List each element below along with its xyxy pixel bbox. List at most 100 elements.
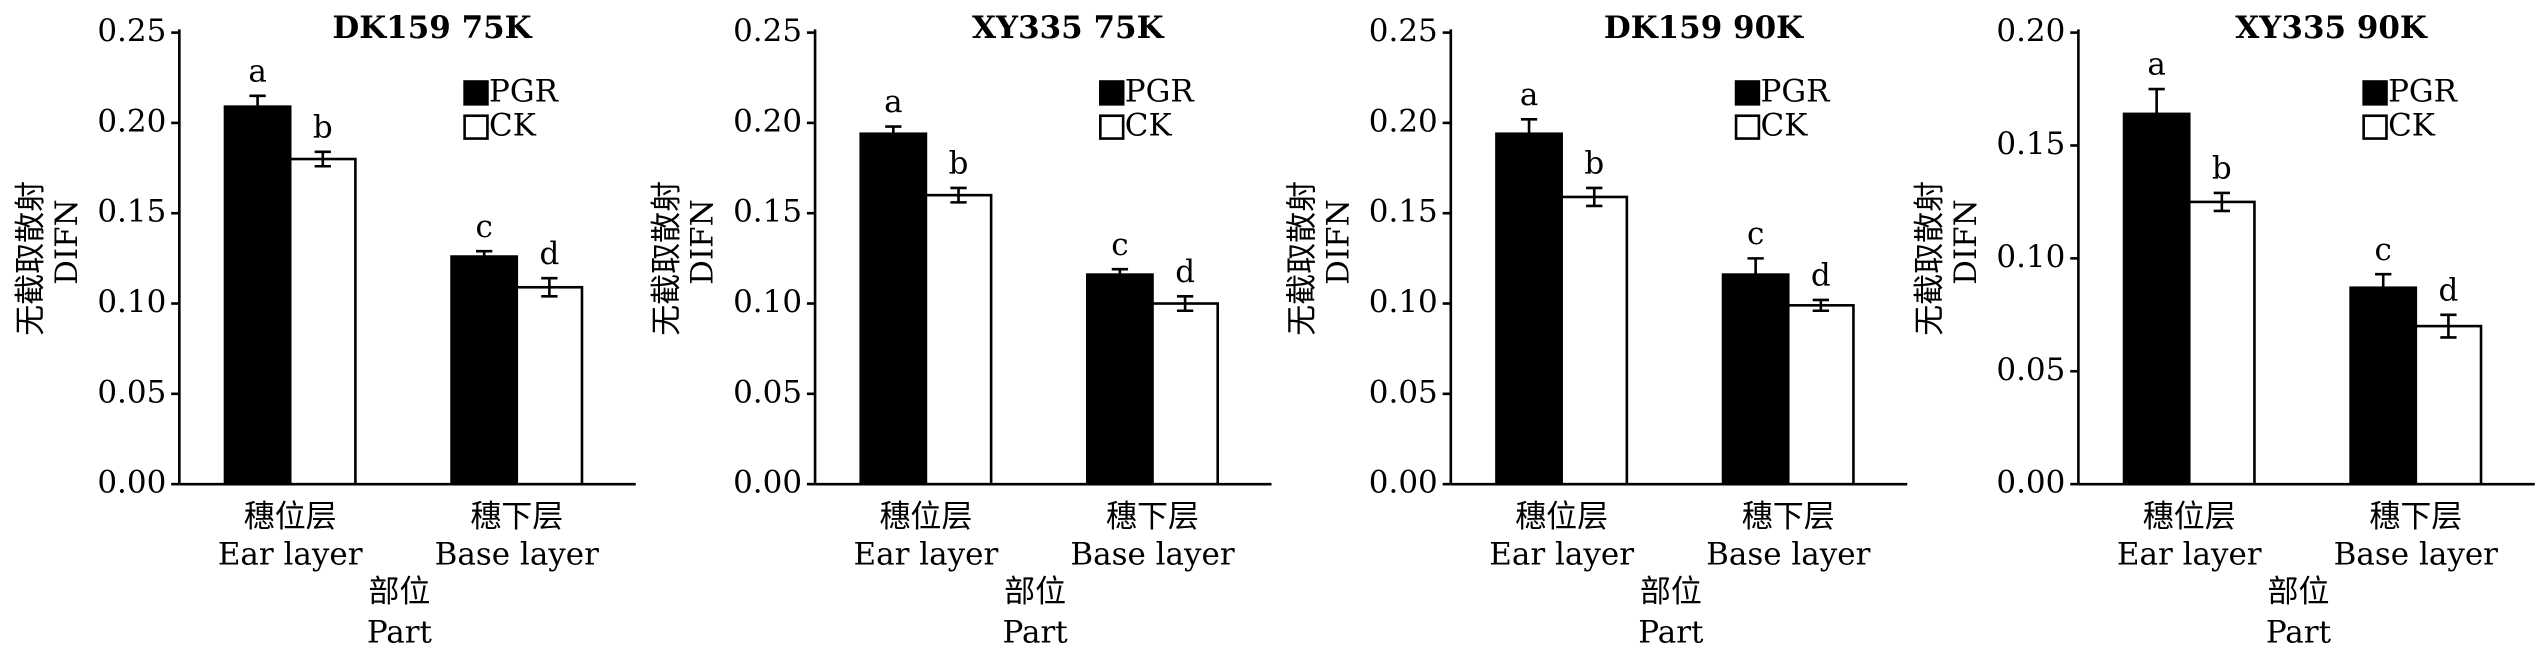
legend-swatch (1099, 114, 1125, 140)
x-axis-label-en: Part (367, 615, 433, 651)
chart-panel: DK159 75K 0.00 0.05 0.10 0.15 0.20 0.25 无截取散射 DI… (13, 10, 636, 651)
bar (1721, 273, 1790, 486)
legend-swatch (1734, 80, 1761, 106)
legend-swatch (463, 80, 489, 106)
x-tick-label: 穗下层 (1106, 499, 1199, 535)
x-tick-label-en: Base layer (1706, 536, 1870, 572)
y-tick-label: 0.10 (97, 284, 166, 320)
bar (288, 157, 357, 486)
bar (223, 105, 292, 486)
legend-label: CK (489, 108, 537, 144)
x-tick-label-en: Ear layer (218, 536, 363, 572)
y-axis-label: DIFN (49, 199, 85, 285)
y-axis-label: DIFN (685, 199, 721, 285)
bar (1560, 195, 1629, 486)
significance-label: b (313, 109, 333, 145)
y-tick-label: 0.20 (97, 103, 166, 139)
y-tick-label: 0.10 (733, 284, 802, 320)
significance-label: a (1520, 77, 1538, 113)
y-tick-label: 0.10 (1369, 284, 1438, 320)
y-axis-label: DIFN (1948, 199, 1984, 285)
legend-swatch (2362, 114, 2388, 140)
legend-label: CK (2388, 108, 2436, 144)
x-tick-label: 穗位层 (244, 499, 337, 535)
x-tick-label-en: Base layer (2334, 536, 2498, 572)
y-tick-label: 0.15 (1369, 194, 1438, 230)
y-tick-label: 0.05 (97, 374, 166, 410)
y-tick-label: 0.00 (97, 465, 166, 501)
legend-swatch (1099, 80, 1125, 106)
legend-label: PGR (1761, 73, 1832, 109)
bar (2414, 324, 2483, 486)
y-tick-label: 0.15 (97, 194, 166, 230)
y-tick-label: 0.20 (1996, 13, 2065, 49)
x-tick-label: 穗位层 (2143, 499, 2236, 535)
y-tick-label: 0.25 (733, 13, 802, 49)
x-tick-label-en: Ear layer (2117, 536, 2262, 572)
x-tick-label: 穗下层 (1742, 499, 1835, 535)
x-axis-label-en: Part (1003, 615, 1069, 651)
bar (1151, 302, 1220, 486)
chart-title: XY335 90K (2235, 10, 2428, 46)
y-tick-label: 0.25 (97, 13, 166, 49)
significance-label: c (1111, 227, 1128, 263)
significance-label: a (884, 84, 902, 120)
chart-panel: XY335 75K 0.00 0.05 0.10 0.15 0.20 0.25 无截取散射 DI… (649, 10, 1272, 651)
chart-title: XY335 75K (972, 10, 1165, 46)
bar (2187, 200, 2256, 486)
y-tick-label: 0.05 (1996, 352, 2065, 388)
significance-label: b (2212, 151, 2232, 187)
y-tick-label: 0.05 (733, 374, 802, 410)
x-tick-label-en: Ear layer (854, 536, 999, 572)
significance-label: c (1747, 216, 1764, 252)
x-tick-label: 穗位层 (879, 499, 972, 535)
y-axis-label: 无截取散射 (1285, 181, 1321, 336)
y-tick-label: 0.20 (1369, 103, 1438, 139)
bar (515, 285, 584, 486)
significance-label: d (1811, 258, 1831, 294)
bar (1495, 132, 1563, 486)
y-tick-label: 0.10 (1996, 239, 2065, 275)
legend-label: CK (1125, 108, 1173, 144)
significance-label: c (475, 209, 492, 245)
chart-panel: DK159 90K 0.00 0.05 0.10 0.15 0.20 0.25 无截取散射 DI… (1285, 10, 1908, 651)
y-tick-label: 0.05 (1369, 374, 1438, 410)
chart-title: DK159 75K (332, 10, 532, 46)
significance-label: a (2147, 47, 2165, 83)
bar (1085, 273, 1154, 486)
x-tick-label: 穗位层 (1515, 499, 1608, 535)
bar (450, 255, 519, 486)
chart-title: DK159 90K (1604, 10, 1804, 46)
x-tick-label-en: Ear layer (1489, 536, 1634, 572)
significance-label: d (539, 236, 559, 272)
y-tick-label: 0.25 (1369, 13, 1438, 49)
bar (1786, 304, 1855, 486)
significance-label: d (1175, 254, 1195, 290)
y-axis-label: 无截取散射 (1912, 181, 1948, 336)
x-axis-label: 部位 (368, 574, 430, 610)
y-axis-label: 无截取散射 (13, 181, 49, 336)
significance-label: b (949, 146, 969, 182)
y-tick-label: 0.00 (733, 465, 802, 501)
legend-swatch (463, 114, 489, 140)
x-tick-label-en: Base layer (435, 536, 599, 572)
legend-label: PGR (1125, 73, 1196, 109)
bar (859, 132, 928, 486)
x-axis-label-en: Part (2266, 615, 2332, 651)
y-tick-label: 0.00 (1369, 465, 1438, 501)
chart-panel: XY335 90K 0.00 0.05 0.10 0.15 0.20 无截取散射 DIFN 穗位… (1912, 10, 2535, 651)
legend-label: PGR (2388, 73, 2459, 109)
x-axis-label: 部位 (2267, 574, 2329, 610)
y-tick-label: 0.15 (733, 194, 802, 230)
y-tick-label: 0.15 (1996, 126, 2065, 162)
bar (2349, 286, 2418, 486)
x-axis-label: 部位 (1640, 574, 1702, 610)
x-tick-label: 穗下层 (470, 499, 563, 535)
x-tick-label-en: Base layer (1070, 536, 1234, 572)
legend-swatch (2362, 80, 2388, 106)
bar (924, 193, 993, 486)
significance-label: c (2375, 232, 2392, 268)
y-axis-label: 无截取散射 (649, 181, 685, 336)
significance-label: a (248, 53, 266, 89)
